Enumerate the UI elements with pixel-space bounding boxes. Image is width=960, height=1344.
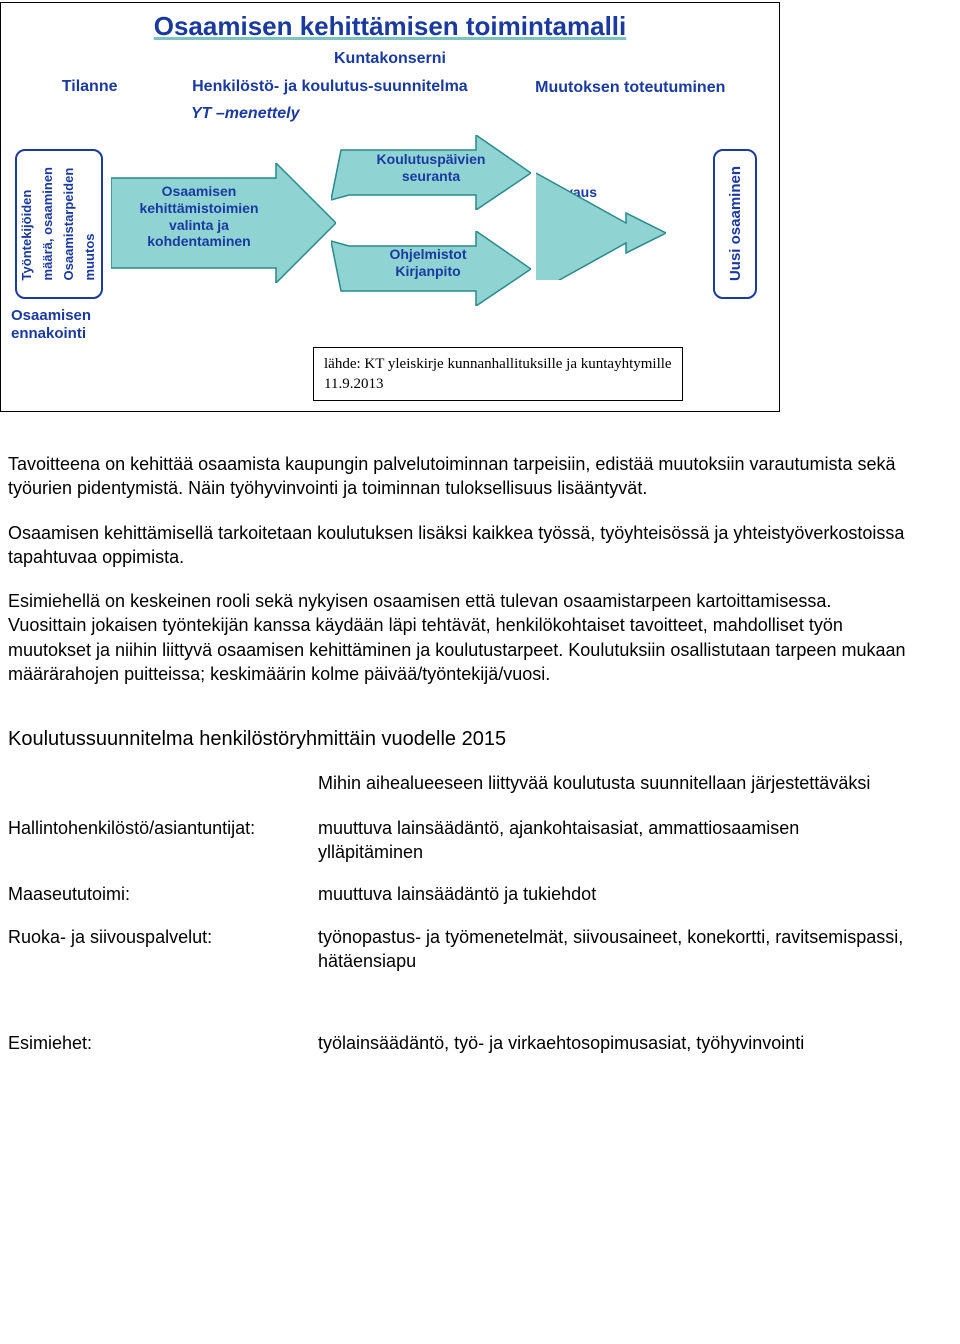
header-suunnitelma: Henkilöstö- ja koulutus-suunnitelma: [158, 78, 501, 97]
left-box: Työntekijöiden määrä, osaaminen Osaamist…: [15, 149, 103, 299]
plan-row: Esimiehet: työlainsäädäntö, työ- ja virk…: [8, 1031, 908, 1055]
header-muutos: Muutoksen toteutuminen: [502, 78, 759, 97]
plan-row-label: Ruoka- ja siivouspalvelut:: [8, 925, 318, 974]
left-box-l1: Työntekijöiden: [19, 167, 36, 280]
left-box-l2: määrä, osaaminen: [40, 167, 57, 280]
plan-row-label: Esimiehet:: [8, 1031, 318, 1055]
right-box-text: Uusi osaaminen: [727, 166, 744, 281]
osaamisen-ennakointi: Osaamisenennakointi: [11, 307, 91, 343]
arrow-top: [331, 135, 531, 210]
right-box: Uusi osaaminen: [713, 149, 757, 299]
plan-row-value: työnopastus- ja työmenetelmät, siivousai…: [318, 925, 908, 974]
diagram-title: Osaamisen kehittämisen toimintamalli: [1, 3, 779, 42]
plan-row-label: Hallintohenkilöstö/asiantuntijat:: [8, 816, 318, 865]
para-1: Tavoitteena on kehittää osaamista kaupun…: [8, 452, 908, 501]
plan-row-value: työlainsäädäntö, työ- ja virkaehtosopimu…: [318, 1031, 908, 1055]
diagram: Osaamisen kehittämisen toimintamalli Kun…: [0, 2, 780, 412]
para-3: Esimiehellä on keskeinen rooli sekä nyky…: [8, 589, 908, 686]
plan-row-value: muuttuva lainsäädäntö ja tukiehdot: [318, 882, 908, 906]
left-box-l3: Osaamistarpeiden: [61, 167, 78, 280]
arrow-merge: [536, 165, 666, 280]
content: Tavoitteena on kehittää osaamista kaupun…: [0, 412, 960, 1055]
arrows-stage: Työntekijöiden määrä, osaaminen Osaamist…: [1, 143, 779, 343]
yt-menettely: YT –menettely: [1, 105, 779, 123]
plan-row-value: muuttuva lainsäädäntö, ajankohtaisasiat,…: [318, 816, 908, 865]
plan-row: Hallintohenkilöstö/asiantuntijat: muuttu…: [8, 816, 908, 865]
arrow-main: [111, 163, 336, 283]
plan-row: Ruoka- ja siivouspalvelut: työnopastus- …: [8, 925, 908, 974]
left-box-l4: muutos: [82, 167, 99, 280]
header-muutos-text: Muutoksen toteutuminen: [535, 79, 725, 96]
header-tilanne: Tilanne: [21, 78, 158, 97]
plan-row: Maaseututoimi: muuttuva lainsäädäntö ja …: [8, 882, 908, 906]
para-2: Osaamisen kehittämisellä tarkoitetaan ko…: [8, 521, 908, 570]
plan-row-label: Maaseututoimi:: [8, 882, 318, 906]
source-box: lähde: KT yleiskirje kunnanhallituksille…: [313, 347, 683, 402]
plan-intro: Mihin aihealueeseen liittyvää koulutusta…: [318, 771, 908, 795]
diagram-subtitle: Kuntakonserni: [1, 50, 779, 68]
arrow-bottom: [331, 231, 531, 306]
plan-title: Koulutussuunnitelma henkilöstöryhmittäin…: [8, 726, 908, 753]
diagram-headers: Tilanne Henkilöstö- ja koulutus-suunnite…: [1, 78, 779, 97]
